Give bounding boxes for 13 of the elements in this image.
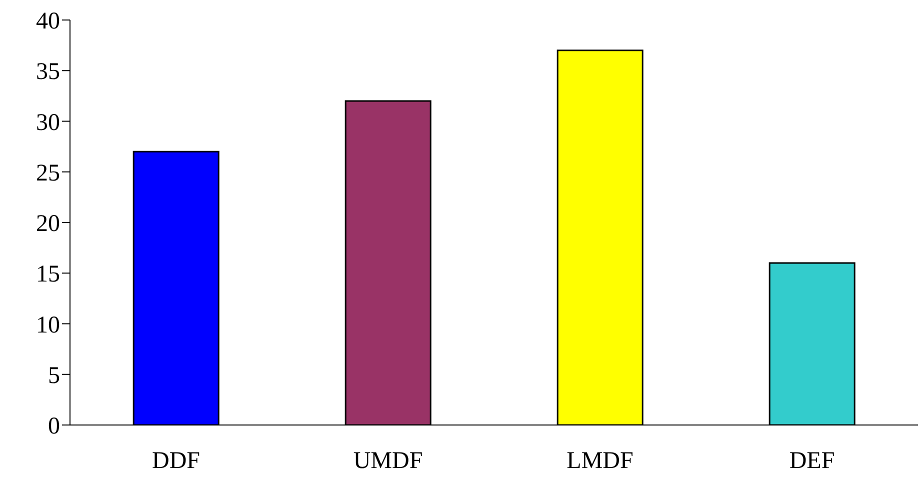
x-tick-label: DEF [789,448,835,474]
y-tick-label: 15 [36,262,60,288]
y-tick-label: 35 [36,59,60,86]
y-tick-label: 5 [48,362,60,389]
y-tick-label: 25 [36,160,60,186]
x-tick-label: LMDF [566,448,634,474]
x-tick-label: UMDF [353,448,423,474]
x-tick-label: DDF [152,448,200,474]
y-tick-label: 0 [48,414,60,440]
y-tick-label: 40 [36,8,60,35]
y-tick-label: 30 [36,110,60,136]
y-tick-label: 10 [36,312,60,338]
y-tick-label: 20 [36,211,60,238]
